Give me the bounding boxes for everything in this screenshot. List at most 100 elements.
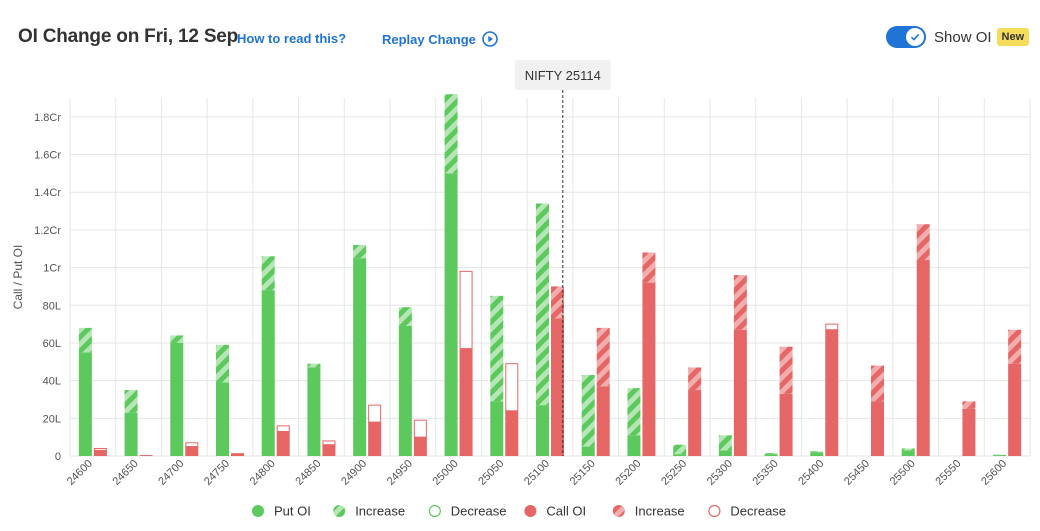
call-oi-bar xyxy=(733,329,747,456)
put-increase-bar xyxy=(536,203,549,406)
put-increase-bar xyxy=(307,363,321,368)
call-oi-bar xyxy=(825,329,839,456)
play-circle-icon xyxy=(482,31,498,47)
call-decrease-bar xyxy=(93,447,107,451)
call-oi-bar xyxy=(596,386,610,456)
x-tick-label: 25000 xyxy=(431,458,461,488)
legend-item: Increase xyxy=(612,504,685,519)
call-decrease-legend-marker xyxy=(708,504,721,518)
call-decrease-bar xyxy=(276,425,290,433)
y-tick-label: 20L xyxy=(43,413,61,425)
put-increase-bar xyxy=(78,327,92,353)
put-oi-bar xyxy=(307,367,321,456)
call-oi-bar xyxy=(276,431,290,456)
call-oi-bar xyxy=(688,390,702,456)
put-oi-bar xyxy=(536,405,549,456)
put-increase-bar xyxy=(581,374,595,447)
put-increase-bar xyxy=(170,335,184,343)
put-increase-bar xyxy=(444,94,458,174)
legend-item: Put OI xyxy=(252,504,311,519)
x-tick-label: 25450 xyxy=(842,458,872,488)
x-tick-label: 25250 xyxy=(659,458,689,488)
call-oi-bar xyxy=(1008,363,1022,456)
call-decrease-bar xyxy=(825,323,839,331)
x-tick-label: 24900 xyxy=(339,458,369,488)
y-tick-label: 0 xyxy=(55,451,61,463)
y-tick-label: 1.4Cr xyxy=(34,187,61,199)
put-oi-bar xyxy=(718,450,732,456)
x-tick-label: 24750 xyxy=(202,458,232,488)
check-icon xyxy=(910,33,920,41)
call-increase-legend-marker xyxy=(612,505,625,517)
call-decrease-bar xyxy=(322,440,336,446)
put-increase-bar xyxy=(398,307,412,326)
legend-item: Increase xyxy=(333,504,405,519)
y-tick-label: 80L xyxy=(43,300,61,312)
call-increase-bar xyxy=(962,401,976,409)
y-tick-label: 1.2Cr xyxy=(34,225,61,237)
put-oi-bar xyxy=(398,325,412,456)
put-oi-bar xyxy=(901,450,915,456)
put-increase-bar xyxy=(764,453,778,455)
put-increase-bar xyxy=(261,256,275,291)
x-tick-label: 25350 xyxy=(751,458,781,488)
put-oi-bar xyxy=(78,352,92,456)
put-increase-bar xyxy=(901,448,915,451)
x-tick-label: 25200 xyxy=(613,458,643,488)
legend: Put OI Increase Decrease Call OI Increase Dec… xyxy=(252,504,786,519)
x-tick-label: 25500 xyxy=(888,458,918,488)
call-increase-bar xyxy=(871,365,884,402)
spot-price-label: NIFTY 25114 xyxy=(525,68,601,83)
oi-change-chart: 0 20L 40L 60L 80L 1Cr 1.2Cr 1.4Cr 1.6Cr 1.8Cr Call… xyxy=(11,60,1031,519)
put-oi-bar xyxy=(993,455,1007,456)
put-oi-bar xyxy=(581,446,595,456)
y-tick-label: 1.8Cr xyxy=(34,112,61,124)
call-oi-bar xyxy=(231,453,244,456)
show-oi-toggle[interactable] xyxy=(886,26,926,48)
put-oi-bar xyxy=(673,454,687,456)
y-tick-label: 1Cr xyxy=(43,263,61,275)
legend-item: Decrease xyxy=(708,504,786,519)
call-decrease-bar xyxy=(413,419,427,438)
call-oi-bar xyxy=(551,318,564,456)
y-tick-label: 40L xyxy=(43,376,61,388)
x-tick-label: 25550 xyxy=(933,458,963,488)
show-oi-label: Show OI xyxy=(934,28,992,46)
call-increase-bar xyxy=(596,327,610,387)
call-oi-bar xyxy=(871,401,884,456)
x-tick-label: 24700 xyxy=(156,458,186,488)
call-increase-bar xyxy=(551,286,564,319)
call-increase-bar xyxy=(779,346,793,394)
put-increase-bar xyxy=(673,444,687,455)
put-increase-bar xyxy=(353,244,367,259)
x-tick-label: 24600 xyxy=(65,458,95,488)
call-oi-bar xyxy=(93,450,107,456)
put-oi-bar xyxy=(444,173,458,457)
put-oi-legend-marker xyxy=(252,505,264,517)
call-oi-legend-marker xyxy=(524,505,537,517)
call-oi-bar xyxy=(322,444,336,456)
call-increase-bar xyxy=(733,275,747,330)
y-tick-label: 1.6Cr xyxy=(34,150,61,162)
x-tick-label: 25150 xyxy=(568,458,598,488)
put-increase-bar xyxy=(718,435,732,451)
call-decrease-bar xyxy=(459,270,473,350)
call-oi-bar xyxy=(185,446,199,456)
replay-change-button[interactable]: Replay Change xyxy=(382,31,498,47)
new-badge: New xyxy=(996,28,1030,46)
legend-label: Decrease xyxy=(730,504,786,519)
x-tick-label: 25300 xyxy=(705,458,735,488)
call-oi-bar xyxy=(642,282,656,456)
x-tick-label: 24850 xyxy=(293,458,323,488)
y-axis-label: Call / Put OI xyxy=(11,245,25,310)
x-tick-label: 25050 xyxy=(476,458,506,488)
put-oi-bar xyxy=(627,435,641,456)
legend-label: Increase xyxy=(355,504,405,519)
put-oi-bar xyxy=(216,382,229,456)
call-increase-bar xyxy=(688,367,702,391)
put-oi-bar xyxy=(170,342,184,456)
put-oi-bar xyxy=(261,290,275,456)
how-to-read-link[interactable]: How to read this? xyxy=(237,31,347,46)
put-increase-bar xyxy=(810,451,824,453)
spot-price-tooltip xyxy=(514,60,611,90)
